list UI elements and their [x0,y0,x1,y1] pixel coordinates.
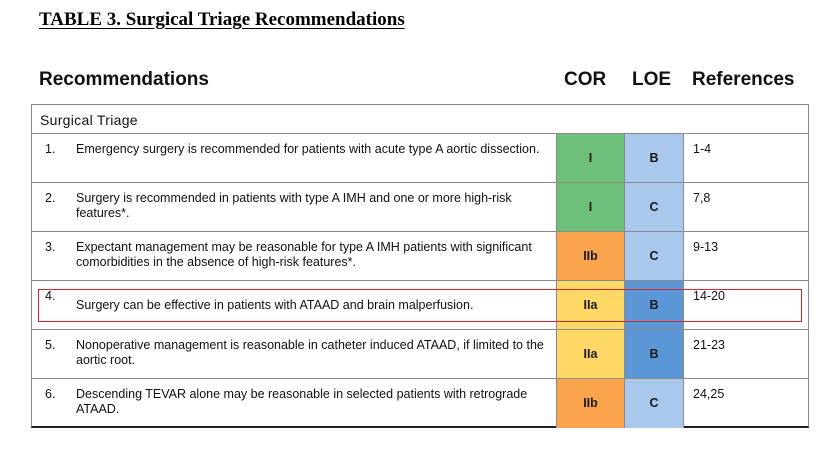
loe-cell: B [625,281,684,329]
table-row: 2. Surgery is recommended in patients wi… [32,183,808,232]
table-title: TABLE 3. Surgical Triage Recommendations [39,9,405,30]
section-label: Surgical Triage [40,112,138,128]
cor-value: IIb [583,396,598,410]
row-text: Emergency surgery is recommended for pat… [76,142,540,156]
header-references: References [692,69,795,90]
cor-value: IIa [583,298,598,312]
table-row: 5. Nonoperative management is reasonable… [32,330,808,379]
cor-cell: I [556,183,625,231]
loe-value: C [649,200,659,214]
cor-cell: IIb [556,379,625,428]
section-header-row: Surgical Triage [32,105,808,134]
loe-value: B [649,298,659,312]
loe-value: C [649,249,659,263]
row-text: Descending TEVAR alone may be reasonable… [76,387,528,416]
table-row: 3. Expectant management may be reasonabl… [32,232,808,281]
row-number: 1. [45,142,56,156]
loe-cell: C [625,183,684,231]
row-references: 24,25 [693,387,725,401]
cor-value: IIa [583,347,598,361]
row-number: 3. [45,240,56,254]
cor-cell: IIa [556,330,625,378]
cor-value: IIb [583,249,598,263]
recommendations-table: Surgical Triage 1. Emergency surgery is … [31,104,809,428]
table-row: 4. Surgery can be effective in patients … [32,281,808,330]
cor-value: I [588,151,593,165]
row-references: 14-20 [693,289,725,303]
row-references: 9-13 [693,240,719,254]
row-references: 7,8 [693,191,711,205]
cor-cell: IIa [556,281,625,329]
loe-cell: B [625,330,684,378]
loe-cell: C [625,232,684,280]
table-row: 6. Descending TEVAR alone may be reasona… [32,379,808,428]
cor-cell: I [556,134,625,182]
row-number: 2. [45,191,56,205]
header-recommendations: Recommendations [39,69,209,90]
loe-cell: B [625,134,684,182]
row-text: Surgery is recommended in patients with … [76,191,512,220]
header-loe: LOE [632,69,672,90]
row-number: 5. [45,338,56,352]
row-number: 4. [45,289,56,303]
row-text: Expectant management may be reasonable f… [76,240,532,269]
loe-value: B [649,347,659,361]
header-cor: COR [564,69,607,90]
cor-cell: IIb [556,232,625,280]
row-references: 21-23 [693,338,725,352]
cor-value: I [588,200,593,214]
row-text: Surgery can be effective in patients wit… [76,298,474,312]
loe-cell: C [625,379,684,428]
loe-value: C [649,396,659,410]
loe-value: B [649,151,659,165]
row-number: 6. [45,387,56,401]
row-references: 1-4 [693,142,712,156]
table-row: 1. Emergency surgery is recommended for … [32,134,808,183]
row-text: Nonoperative management is reasonable in… [76,338,544,367]
